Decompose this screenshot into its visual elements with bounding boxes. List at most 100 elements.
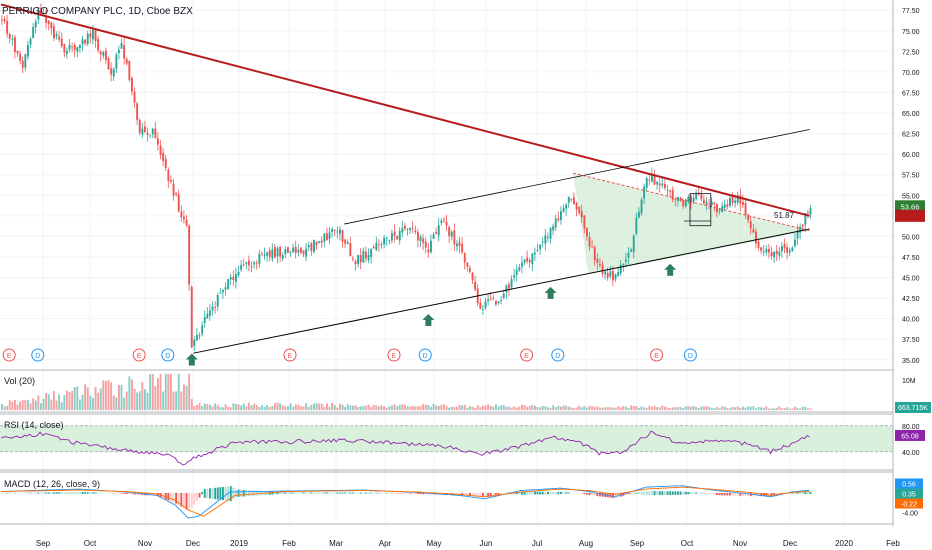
candle-body [801,224,804,227]
macd-histogram-bar [645,491,648,496]
candle-body [346,242,349,245]
macd-axis-tick: -4.00 [902,510,918,517]
macd-histogram-bar [731,492,734,496]
macd-histogram-bar [151,492,154,496]
volume-bar [294,404,297,410]
macd-histogram-bar [664,491,666,495]
candle-body [144,126,146,133]
candle-body [164,158,167,169]
macd-histogram-bar [107,492,110,494]
macd-histogram-bar [315,492,318,494]
volume-bar [24,399,27,410]
candle-body [380,244,383,246]
rsi-line [0,430,810,466]
volume-bar [560,406,562,410]
macd-histogram-bar [599,492,601,497]
volume-bar [248,402,250,410]
time-tick-label: May [426,539,441,548]
volume-bar [266,405,269,410]
candle-body [287,247,289,253]
volume-bar [60,402,63,410]
candle-body [214,307,217,309]
macd-histogram-bar [71,492,74,494]
volume-bar [136,392,139,410]
candle-body [450,231,453,237]
macd-histogram-bar [697,492,700,494]
volume-bar [448,407,451,410]
volume-bar [567,406,570,410]
candle-body [437,225,440,236]
volume-bar [453,406,456,410]
trend-lines[interactable]: 51.87 [0,3,810,354]
volume-bar [684,406,687,410]
macd-histogram-bar [89,492,92,494]
macd-histogram-bar [190,492,193,508]
macd-histogram-bar [154,492,157,496]
candle-body [424,241,427,248]
macd-histogram-bar [21,492,24,494]
candle-body [669,190,672,193]
volume-bar [365,405,367,410]
macd-histogram-bar [666,491,669,495]
time-tick-label: Jul [532,539,542,548]
macd-histogram-bar [635,492,638,494]
volume-bar [469,406,471,410]
candle-body [492,298,495,300]
candle-body [773,251,776,258]
volume-bar [648,405,651,410]
candle-body [190,286,193,348]
macd-value-tag [895,478,923,489]
volume-bar [263,407,266,410]
price-tick-label: 62.50 [902,132,920,139]
macd-histogram-bar [125,492,128,495]
volume-bar [526,406,529,410]
candle-body [718,210,721,211]
candle-body [66,50,68,54]
candle-body [222,290,224,293]
earnings-marker-icon [520,348,534,362]
volume-bar [666,407,669,410]
level-label: 51.87 [774,211,795,220]
macd-histogram-bar [687,491,690,495]
volume-bar [222,407,224,410]
candle-body [505,285,508,293]
volume-bar [375,405,378,410]
volume-bar [786,407,789,410]
volume-bar [6,405,9,410]
volume-bar [658,407,661,410]
volume-bar [8,400,11,410]
volume-bar [274,403,276,410]
candle-body [253,262,256,265]
volume-bar [14,400,16,410]
volume-bar [775,407,778,410]
candle-body [279,247,282,257]
volume-bar [388,406,391,410]
candle-body [133,91,136,103]
macd-histogram-bar [718,492,721,496]
volume-bar [807,408,809,410]
candle-body [531,253,534,265]
candle-body [60,38,63,47]
macd-histogram-bar [742,492,744,496]
price-tick-label: 37.50 [902,337,920,344]
macd-histogram-bar [120,492,123,494]
macd-histogram-bar [287,492,289,494]
candle-body [580,211,583,218]
volume-bar [302,406,305,410]
candle-body [107,58,110,70]
earnings-marker-icon [132,348,146,362]
volume-bar [539,407,542,410]
candle-body [274,247,276,258]
macd-histogram-bar [253,490,256,496]
candle-body [16,50,19,54]
volume-bar [349,405,352,410]
macd-histogram-bar [562,492,565,494]
candle-body [752,229,755,233]
candle-body [385,238,388,240]
volume-bar [250,405,253,410]
macd-histogram-bar [307,492,310,494]
earnings-marker-icon [387,348,401,362]
